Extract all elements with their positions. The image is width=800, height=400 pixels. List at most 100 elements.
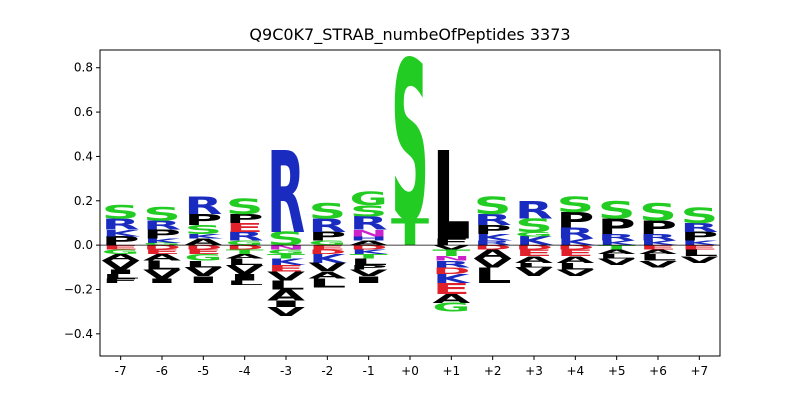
logo-letter-E-pos+1: E: [432, 280, 470, 298]
x-tick-label: -1: [363, 364, 375, 378]
x-tick-label: +4: [566, 364, 584, 378]
logo-letter-E-pos-2: E: [308, 244, 346, 251]
y-tick-label: 0.0: [74, 238, 93, 252]
logo-letter-R-pos-5: R: [184, 192, 222, 220]
logo-letter-V-pos-5: V: [184, 265, 222, 279]
logo-letter-S-pos+7: S: [680, 204, 718, 228]
logo-letter-R-pos+3: R: [515, 197, 553, 225]
logo-letter-I-pos-7: I: [102, 268, 140, 275]
logo-letter-R-pos+7: R: [680, 221, 718, 235]
logo-letter-T-pos+5: T: [598, 244, 636, 251]
logo-letter-A-pos-2: A: [308, 270, 347, 281]
logo-letter-L-pos+6: L: [639, 252, 677, 263]
logo-letter-V-pos+3: V: [515, 265, 553, 279]
logo-letter-D-pos+2: D: [474, 244, 512, 251]
logo-letter-V-pos-1: V: [350, 268, 389, 279]
logo-letter-V-pos-3: V: [267, 305, 305, 319]
logo-letter-P-pos-5: P: [184, 212, 222, 230]
logo-letter-P-pos-2: P: [308, 229, 346, 243]
logo-letter-G-pos-2: G: [308, 239, 346, 246]
logo-letter-V-pos-3: V: [267, 270, 305, 284]
logo-letter-P-pos+6: P: [639, 218, 677, 239]
logo-letter-R-pos-1: R: [350, 212, 388, 234]
logo-letter-P-pos-1: P: [350, 264, 388, 271]
logo-letter-A-pos-3: A: [267, 286, 305, 304]
logo-letter-E-pos-3: E: [267, 264, 305, 275]
logo-letter-E-pos+7: E: [680, 244, 718, 251]
logo-letter-D-pos+3: D: [515, 244, 553, 251]
logo-letter-I-pos-3: I: [267, 299, 305, 310]
logo-letter-T-pos-4: T: [226, 248, 264, 255]
logo-letter-G-pos+1: G: [432, 301, 470, 315]
x-tick-label: +0: [401, 364, 419, 378]
y-tick-label: 0.8: [74, 61, 93, 75]
logo-letter-K-pos+6: K: [640, 239, 678, 246]
logo-letter-S-pos+2: S: [474, 192, 512, 220]
logo-letter-R-pos+1: R: [432, 259, 470, 270]
logo-letter-K-pos-1: K: [350, 248, 388, 255]
logo-letter-G-pos-3: G: [267, 248, 305, 255]
logo-letter-P-pos+2: P: [474, 223, 512, 237]
logo-letter-R-pos+4: R: [556, 224, 594, 242]
logo-layer: PKRSEGAVILFGKPRSDEALVIAKSPRDEGLVIGREPSDT…: [102, 15, 720, 319]
logo-letter-D-pos+1: D: [432, 265, 470, 276]
logo-letter-A-pos+4: A: [556, 255, 595, 266]
logo-letter-I-pos-5: I: [184, 275, 222, 286]
logo-letter-V-pos+4: V: [556, 268, 595, 279]
x-tick-label: -3: [280, 364, 292, 378]
y-tick-label: 0.2: [74, 194, 93, 208]
y-tick-label: −0.4: [64, 327, 93, 341]
logo-letter-G-pos-4: G: [226, 239, 264, 246]
logo-letter-T-pos+0: T: [391, 212, 429, 255]
logo-letter-L-pos-4: L: [226, 257, 264, 268]
x-tick-label: -2: [321, 364, 333, 378]
x-tick-label: +2: [484, 364, 502, 378]
logo-letter-G-pos-6: G: [143, 242, 181, 246]
logo-letter-P-pos+7: P: [680, 229, 718, 243]
x-tick-label: +1: [442, 364, 460, 378]
logo-letter-S-pos-7: S: [102, 202, 140, 223]
logo-letter-S-pos-1: S: [350, 203, 388, 221]
logo-letter-L-pos-3: L: [267, 278, 305, 292]
logo-letter-V-pos+2: V: [474, 256, 512, 270]
logo-letter-S-pos-3: S: [267, 228, 305, 249]
x-tick-label: +6: [649, 364, 667, 378]
x-tick-label: -7: [115, 364, 127, 378]
logo-letter-S-pos-5: S: [184, 223, 222, 237]
logo-letter-S-pos-2: S: [308, 199, 346, 223]
logo-letter-K-pos+7: K: [681, 239, 719, 246]
logo-letter-V-pos+1: V: [432, 244, 470, 251]
logo-letter-T-pos-3: T: [267, 253, 305, 260]
x-tick-label: -5: [197, 364, 209, 378]
logo-letter-A-pos+2: A: [474, 248, 512, 262]
logo-letter-V-pos-4: V: [226, 263, 264, 277]
logo-letter-N-pos-1: N: [350, 228, 388, 239]
logo-letter-A-pos+5: A: [598, 249, 636, 256]
logo-letter-R-pos-4: R: [226, 230, 264, 244]
logo-letter-R-pos+2: R: [474, 240, 512, 247]
logo-letter-G-pos-7: G: [102, 248, 140, 255]
logo-letter-I-pos-1: I: [350, 275, 388, 286]
logo-letter-D-pos-2: D: [308, 248, 346, 255]
logo-letter-K-pos-5: K: [185, 233, 223, 240]
y-tick-label: −0.2: [64, 282, 93, 296]
logo-letter-K-pos-2: K: [309, 252, 347, 266]
logo-letter-L-pos+3: L: [515, 262, 553, 269]
logo-letter-T-pos-1: T: [350, 253, 388, 260]
logo-letter-N-pos-3: N: [267, 244, 305, 251]
logo-letter-P-pos+5: P: [598, 215, 636, 240]
logo-letter-L-pos-7: L: [102, 273, 140, 280]
logo-letter-A-pos-7: A: [102, 252, 141, 263]
x-tick-label: +7: [690, 364, 708, 378]
logo-letter-R-pos+2: R: [474, 211, 512, 229]
y-tick-label: 0.4: [74, 149, 93, 163]
logo-letter-V-pos-6: V: [143, 268, 181, 282]
x-tick-label: -4: [239, 364, 251, 378]
logo-letter-A-pos+3: A: [515, 255, 554, 266]
logo-letter-D-pos+4: D: [556, 244, 594, 251]
logo-letter-L-pos-2: L: [308, 276, 346, 290]
logo-letter-K-pos+5: K: [598, 239, 636, 246]
logo-letter-G-pos-1: G: [350, 189, 388, 210]
logo-letter-V-pos-7: V: [102, 259, 140, 273]
